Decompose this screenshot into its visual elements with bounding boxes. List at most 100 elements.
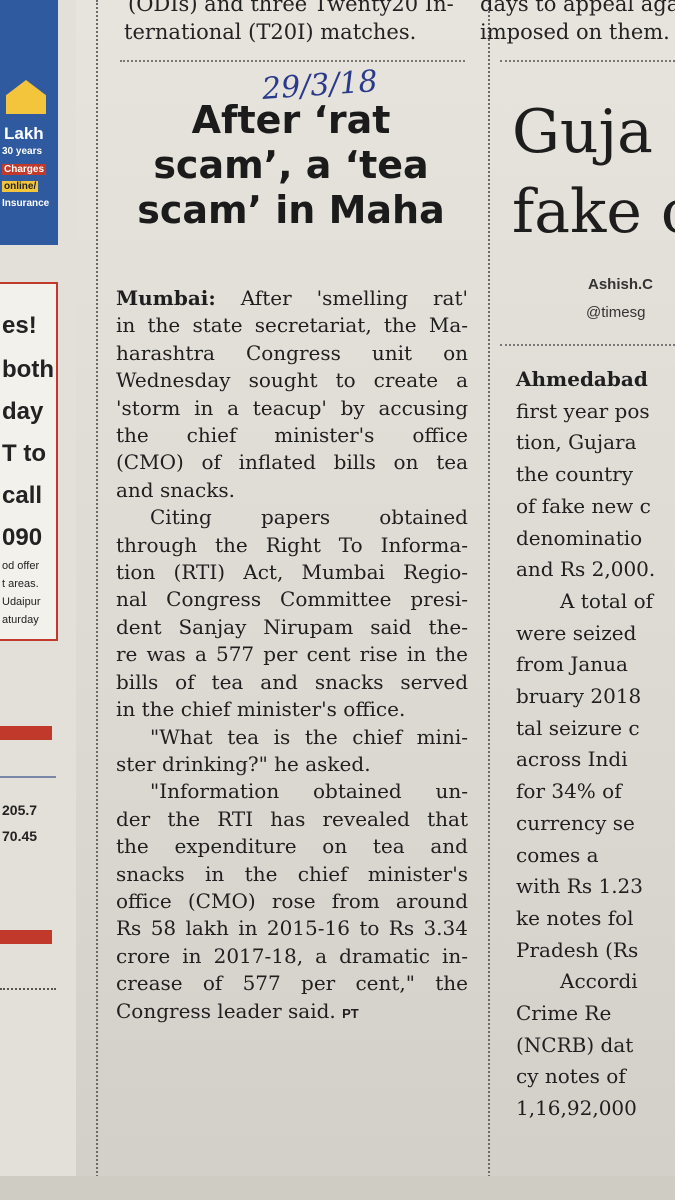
ad-text: Charges (2, 164, 47, 175)
body-line: "Information obtained un- (150, 779, 468, 804)
body-line: Congress leader said. PT (116, 998, 468, 1025)
page-bottom-edge (0, 1176, 675, 1200)
right-body-line: Pradesh (Rs (516, 937, 639, 962)
ad-text: both (2, 356, 54, 383)
headline-line: After ‘rat (191, 98, 391, 142)
right-body-line: first year pos (516, 398, 650, 423)
headline-line: scam’, a ‘tea (153, 143, 429, 187)
ad-text: es! (2, 312, 37, 339)
right-body-line: currency se (516, 810, 635, 835)
right-body-line: of fake new c (516, 493, 651, 518)
body-line: ster drinking?" he asked. (116, 751, 371, 776)
body-text: Congress leader said. (116, 998, 336, 1023)
red-divider (0, 930, 52, 944)
body-line: Mumbai: After 'smelling rat' (116, 285, 468, 312)
column-rule-right (488, 0, 490, 1200)
right-body-line: were seized (516, 620, 637, 645)
top-strip-text: days to appeal agai (480, 0, 675, 16)
right-handle: @timesg (586, 304, 646, 321)
body-line: bills of tea and snacks served (116, 669, 468, 694)
ad-text: 30 years (2, 146, 43, 157)
right-headline-line: Guja (512, 97, 653, 167)
right-body-line: Accordi (560, 969, 638, 994)
ad-text: Lakh (4, 124, 44, 143)
right-body-line: A total of (560, 588, 654, 613)
right-body-line: for 34% of (516, 779, 622, 804)
right-body-line: Crime Re (516, 1001, 612, 1025)
ad-text: Udaipur (2, 596, 41, 608)
ad-text: od offer (2, 560, 40, 572)
divider (0, 776, 56, 778)
body-line: and snacks. (116, 477, 235, 502)
byline-divider (500, 344, 675, 346)
body-line: crease of 577 per cent," the (116, 971, 468, 996)
stock-value: 205.7 (2, 802, 38, 818)
right-body-line: with Rs 1.23 (516, 874, 644, 899)
blue-advertisement: Lakh 30 years Charges online/ Insurance (0, 0, 58, 245)
body-line: nal Congress Committee presi- (116, 587, 468, 612)
right-body-line: tion, Gujara (516, 430, 637, 455)
ad-text: T to (2, 440, 46, 467)
right-body-line: the country (516, 462, 634, 487)
top-divider (120, 60, 465, 62)
column-rule-left (96, 0, 98, 1200)
right-body-line: bruary 2018 (516, 684, 642, 708)
ad-text: t areas. (2, 578, 39, 590)
right-body-line: Ahmedabad (516, 367, 648, 391)
body-line: "What tea is the chief mini- (150, 724, 468, 749)
red-divider (0, 726, 52, 740)
ad-text: Insurance (2, 198, 50, 209)
paragraph-2: Citing papers obtained through the Right… (116, 504, 468, 723)
top-divider (500, 60, 675, 62)
body-line: harashtra Congress unit on (116, 340, 468, 365)
right-body-line: 1,16,92,000 (516, 1096, 637, 1121)
agency-credit: PT (342, 1005, 359, 1021)
body-line: snacks in the chief minister's (116, 861, 468, 886)
body-line: office (CMO) rose from around (116, 888, 468, 913)
body-line: 'storm in a teacup' by accusing (116, 395, 468, 420)
article-headline: After ‘rat scam’, a ‘tea scam’ in Maha (118, 98, 464, 233)
paragraph-4: "Information obtained un- der the RTI ha… (116, 778, 468, 1025)
right-body-line: ke notes fol (516, 905, 634, 930)
headline-line: scam’ in Maha (137, 188, 445, 232)
ad-text: call (2, 482, 43, 509)
right-body-line: cy notes of (516, 1064, 626, 1089)
right-body-line: denominatio (516, 525, 643, 550)
left-ad-strip: Lakh 30 years Charges online/ Insurance … (0, 0, 76, 1200)
right-body-line: (NCRB) dat (516, 1032, 634, 1057)
body-line: der the RTI has revealed that (116, 806, 468, 831)
right-byline: Ashish.C (588, 276, 654, 293)
body-line: re was a 577 per cent rise in the (116, 642, 468, 667)
top-strip-text: (ODIs) and three Twenty20 In- (128, 0, 454, 16)
body-line: dent Sanjay Nirupam said the- (116, 614, 468, 639)
right-body-line: from Janua (516, 652, 628, 677)
dateline: Mumbai: (116, 286, 216, 310)
article-body: Mumbai: After 'smelling rat' in the stat… (116, 285, 468, 1025)
paragraph-3: "What tea is the chief mini- ster drinki… (116, 724, 468, 779)
right-body-line: across Indi (516, 747, 628, 772)
body-line: Rs 58 lakh in 2015-16 to Rs 3.34 (116, 916, 468, 941)
top-strip-text: imposed on them. (480, 20, 670, 44)
body-line: (CMO) of inflated bills on tea (116, 450, 468, 475)
body-text: After 'smelling rat' (240, 286, 468, 310)
dotted-divider (0, 988, 56, 990)
white-advertisement: es! both day T to call 090 od offer t ar… (0, 282, 58, 641)
right-body-line: comes a (516, 842, 599, 867)
top-strip-text: ternational (T20I) matches. (124, 20, 417, 44)
ad-text: online/ (2, 181, 39, 192)
right-headline-line: fake c (512, 177, 675, 247)
body-line: the expenditure on tea and (116, 834, 468, 859)
ad-text: 090 (2, 524, 43, 551)
body-line: in the chief minister's office. (116, 697, 406, 722)
right-body-line: tal seizure c (516, 715, 640, 740)
right-body-line: and Rs 2,000. (516, 557, 656, 582)
paragraph-1: Mumbai: After 'smelling rat' in the stat… (116, 285, 468, 504)
body-line: in the state secretariat, the Ma- (116, 313, 468, 338)
body-line: tion (RTI) Act, Mumbai Regio- (116, 560, 468, 585)
body-line: crore in 2017-18, a dramatic in- (116, 943, 468, 968)
ad-text: day (2, 398, 44, 425)
stock-value: 70.45 (2, 828, 38, 844)
body-line: Wednesday sought to create a (116, 368, 468, 393)
house-icon (6, 80, 46, 114)
